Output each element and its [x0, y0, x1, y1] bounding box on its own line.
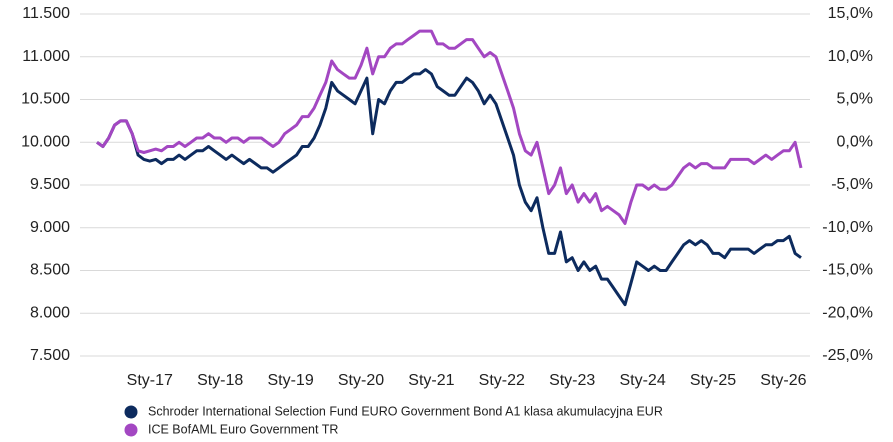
y2-tick-label: -5,0%	[831, 176, 873, 193]
x-tick-label: Sty-18	[197, 372, 243, 389]
y-tick-label: 8.500	[30, 262, 70, 279]
legend-swatch	[124, 423, 138, 437]
y-tick-label: 9.500	[30, 176, 70, 193]
y2-tick-label: 10,0%	[828, 48, 873, 65]
x-tick-label: Sty-25	[690, 372, 736, 389]
y2-tick-label: -20,0%	[822, 304, 873, 321]
y-tick-label: 10.500	[21, 91, 70, 108]
y-tick-label: 8.000	[30, 304, 70, 321]
y2-tick-label: -25,0%	[822, 347, 873, 364]
series-line	[96, 68, 802, 307]
y-tick-label: 10.000	[21, 133, 70, 150]
x-tick-label: Sty-19	[267, 372, 313, 389]
legend-label: ICE BofAML Euro Government TR	[148, 422, 338, 436]
y2-tick-label: -10,0%	[822, 219, 873, 236]
y2-tick-label: -15,0%	[822, 262, 873, 279]
x-tick-label: Sty-21	[408, 372, 454, 389]
x-tick-label: Sty-17	[127, 372, 173, 389]
x-tick-label: Sty-26	[760, 372, 806, 389]
y-tick-label: 7.500	[30, 347, 70, 364]
y2-tick-label: 5,0%	[837, 91, 873, 108]
x-tick-label: Sty-24	[619, 372, 665, 389]
y-tick-label: 11.500	[22, 5, 70, 22]
x-tick-label: Sty-23	[549, 372, 595, 389]
y-tick-label: 9.000	[30, 219, 70, 236]
legend-swatch	[124, 405, 138, 419]
legend-label: Schroder International Selection Fund EU…	[148, 404, 663, 418]
y-tick-label: 11.000	[22, 48, 70, 65]
x-tick-label: Sty-22	[479, 372, 525, 389]
series-line	[96, 29, 803, 225]
y2-tick-label: 0,0%	[837, 133, 873, 150]
x-tick-label: Sty-20	[338, 372, 384, 389]
y2-tick-label: 15,0%	[828, 5, 873, 22]
